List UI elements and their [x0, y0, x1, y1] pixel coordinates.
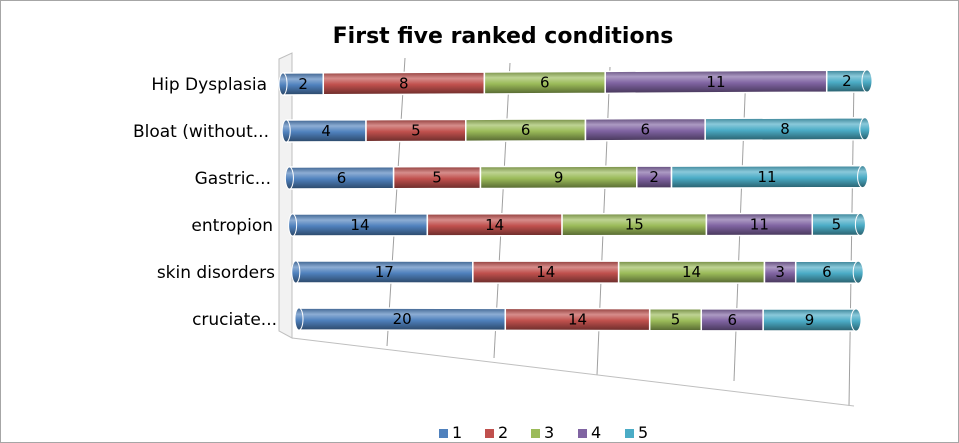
data-label-bloat-without-series-5: 8: [780, 120, 790, 138]
data-label-skin-disorders-series-1: 17: [375, 263, 394, 281]
bar-row-hip-dysplasia: 2 8 6 11 2: [278, 69, 873, 96]
data-label-entropion-series-1: 14: [350, 216, 369, 234]
bar-cap-left-skin-disorders: [291, 260, 301, 284]
back-wall-panel: [278, 52, 293, 339]
data-label-bloat-without-series-3: 6: [521, 121, 531, 139]
category-label-cruciate: cruciate...: [192, 310, 277, 330]
data-label-gastric-series-1: 6: [337, 169, 347, 187]
data-label-bloat-without-series-2: 5: [411, 122, 421, 140]
data-label-bloat-without-series-4: 6: [641, 121, 651, 139]
bar-cap-left-hip-dysplasia: [278, 72, 288, 96]
data-label-skin-disorders-series-5: 6: [822, 263, 832, 281]
category-label-hip-dysplasia: Hip Dysplasia: [151, 75, 267, 95]
data-label-entropion-series-3: 15: [625, 216, 644, 234]
data-label-gastric-series-3: 9: [554, 168, 564, 186]
bar-row-skin-disorders: 17 14 14 3 6: [291, 260, 864, 284]
legend-swatch-1: [439, 429, 448, 438]
bar-cap-right-skin-disorders: [852, 260, 864, 284]
bar-cap-right-bloat-without: [859, 117, 871, 141]
chart-back-wall: [278, 52, 293, 339]
bar-cap-right-entropion: [854, 212, 866, 236]
bar-row-cruciate: 20 14 5 6 9: [294, 307, 862, 332]
bar-row-bloat-without: 4 5 6 6 8: [281, 117, 871, 143]
data-label-hip-dysplasia-series-1: 2: [298, 75, 308, 93]
legend-label-2: 2: [498, 423, 508, 442]
data-label-hip-dysplasia-series-4: 11: [706, 73, 725, 91]
data-label-gastric-series-5: 11: [758, 168, 777, 186]
legend-swatch-2: [485, 429, 494, 438]
data-label-cruciate-series-2: 14: [568, 311, 587, 329]
bar-row-gastric: 6 5 9 2 11: [284, 164, 869, 190]
data-label-entropion-series-2: 14: [485, 216, 504, 234]
legend-label-3: 3: [544, 423, 554, 442]
floor-edge: [291, 337, 855, 407]
bar-row-entropion: 14 14 15 11 5: [288, 212, 866, 237]
legend-swatch-5: [625, 429, 634, 438]
legend-swatch-3: [531, 429, 540, 438]
category-label-gastric: Gastric...: [195, 169, 271, 189]
bar-cap-right-gastric: [857, 165, 869, 189]
legend-label-5: 5: [638, 423, 648, 442]
bar-cap-left-bloat-without: [281, 119, 291, 143]
data-label-cruciate-series-5: 9: [805, 311, 815, 329]
category-label-entropion: entropion: [191, 216, 273, 236]
data-label-bloat-without-series-1: 4: [321, 122, 331, 140]
gridline-1: [386, 57, 406, 347]
legend-label-4: 4: [591, 423, 601, 442]
data-label-gastric-series-4: 2: [649, 168, 659, 186]
data-label-hip-dysplasia-series-3: 6: [540, 74, 550, 92]
chart-title: First five ranked conditions: [333, 24, 674, 49]
chart-legend: 1 2 3 4 5: [439, 423, 648, 442]
data-label-cruciate-series-1: 20: [393, 310, 412, 328]
data-label-cruciate-series-3: 5: [671, 311, 681, 329]
bar-cap-left-cruciate: [294, 307, 304, 331]
data-label-hip-dysplasia-series-2: 8: [399, 74, 409, 92]
data-label-hip-dysplasia-series-5: 2: [842, 72, 852, 90]
data-label-skin-disorders-series-3: 14: [682, 263, 701, 281]
data-label-skin-disorders-series-4: 3: [775, 263, 785, 281]
data-label-cruciate-series-4: 6: [727, 311, 737, 329]
category-label-bloat-without: Bloat (without...: [133, 122, 269, 142]
legend-swatch-4: [578, 429, 587, 438]
legend-label-1: 1: [452, 423, 462, 442]
data-label-gastric-series-2: 5: [432, 169, 442, 187]
data-label-skin-disorders-series-2: 14: [536, 263, 555, 281]
data-label-entropion-series-5: 5: [832, 215, 842, 233]
bar-cap-right-cruciate: [850, 308, 862, 332]
bar-cap-left-gastric: [284, 166, 294, 190]
bar-cap-left-entropion: [288, 213, 298, 237]
category-labels: Hip Dysplasia Bloat (without... Gastric...…: [133, 75, 277, 330]
data-label-entropion-series-4: 11: [750, 216, 769, 234]
bar-cap-right-hip-dysplasia: [861, 69, 873, 93]
category-label-skin-disorders: skin disorders: [157, 263, 275, 283]
